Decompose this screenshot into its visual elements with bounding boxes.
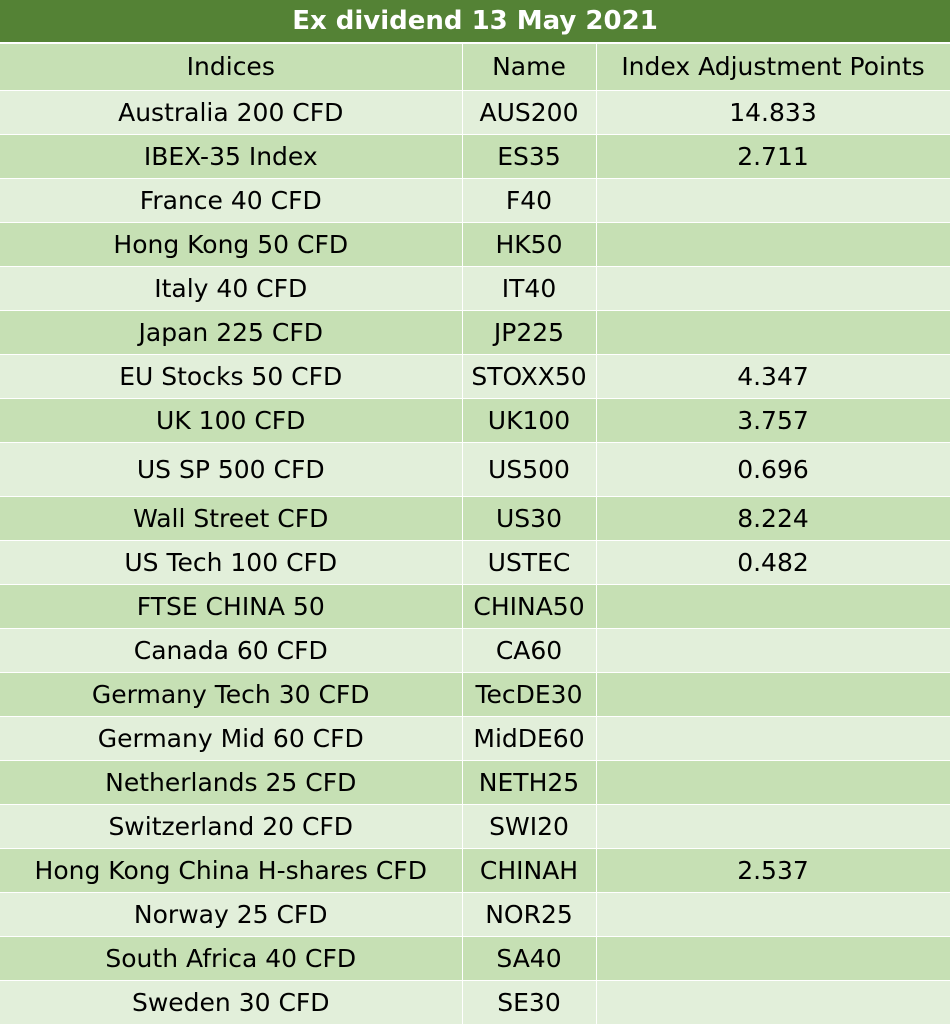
table-row: South Africa 40 CFD SA40 xyxy=(0,936,950,981)
table-row: Italy 40 CFD IT40 xyxy=(0,266,950,311)
cell-points[interactable] xyxy=(596,716,950,761)
cell-index[interactable]: IBEX-35 Index xyxy=(0,134,463,179)
cell-index[interactable]: Italy 40 CFD xyxy=(0,266,463,311)
table-row: France 40 CFD F40 xyxy=(0,178,950,223)
dividend-table: Indices Name Index Adjustment Points Aus… xyxy=(0,44,950,1024)
table-row: Sweden 30 CFD SE30 xyxy=(0,980,950,1024)
table-header-row: Indices Name Index Adjustment Points xyxy=(0,44,950,91)
header-indices: Indices xyxy=(0,44,463,91)
cell-index[interactable]: Hong Kong 50 CFD xyxy=(0,222,463,267)
cell-index[interactable]: UK 100 CFD xyxy=(0,398,463,443)
cell-points[interactable]: 2.537 xyxy=(596,848,950,893)
sheet-title: Ex dividend 13 May 2021 xyxy=(0,0,950,44)
table-row: UK 100 CFD UK100 3.757 xyxy=(0,398,950,443)
header-adjustment-points: Index Adjustment Points xyxy=(596,44,950,91)
cell-points[interactable]: 4.347 xyxy=(596,354,950,399)
cell-index[interactable]: Wall Street CFD xyxy=(0,496,463,541)
cell-index[interactable]: Germany Mid 60 CFD xyxy=(0,716,463,761)
cell-name[interactable]: JP225 xyxy=(462,310,597,355)
cell-index[interactable]: FTSE CHINA 50 xyxy=(0,584,463,629)
cell-name[interactable]: HK50 xyxy=(462,222,597,267)
table-row: IBEX-35 Index ES35 2.711 xyxy=(0,134,950,179)
cell-points[interactable]: 0.696 xyxy=(596,442,950,497)
cell-index[interactable]: EU Stocks 50 CFD xyxy=(0,354,463,399)
cell-points[interactable] xyxy=(596,760,950,805)
cell-name[interactable]: NOR25 xyxy=(462,892,597,937)
cell-index[interactable]: South Africa 40 CFD xyxy=(0,936,463,981)
cell-index[interactable]: Hong Kong China H-shares CFD xyxy=(0,848,463,893)
cell-points[interactable] xyxy=(596,980,950,1024)
table-row: EU Stocks 50 CFD STOXX50 4.347 xyxy=(0,354,950,399)
cell-points[interactable] xyxy=(596,936,950,981)
table-row: Germany Mid 60 CFD MidDE60 xyxy=(0,716,950,761)
cell-index[interactable]: Canada 60 CFD xyxy=(0,628,463,673)
cell-index[interactable]: Netherlands 25 CFD xyxy=(0,760,463,805)
table-row: US Tech 100 CFD USTEC 0.482 xyxy=(0,540,950,585)
cell-points[interactable]: 3.757 xyxy=(596,398,950,443)
table-row: Japan 225 CFD JP225 xyxy=(0,310,950,355)
table-row: Hong Kong China H-shares CFD CHINAH 2.53… xyxy=(0,848,950,893)
cell-index[interactable]: France 40 CFD xyxy=(0,178,463,223)
cell-points[interactable] xyxy=(596,310,950,355)
cell-name[interactable]: UK100 xyxy=(462,398,597,443)
table-row: Hong Kong 50 CFD HK50 xyxy=(0,222,950,267)
table-row: Wall Street CFD US30 8.224 xyxy=(0,496,950,541)
cell-points[interactable] xyxy=(596,178,950,223)
table-row: Netherlands 25 CFD NETH25 xyxy=(0,760,950,805)
cell-points[interactable] xyxy=(596,584,950,629)
cell-name[interactable]: US500 xyxy=(462,442,597,497)
cell-name[interactable]: NETH25 xyxy=(462,760,597,805)
cell-name[interactable]: SE30 xyxy=(462,980,597,1024)
header-name: Name xyxy=(462,44,597,91)
cell-name[interactable]: ES35 xyxy=(462,134,597,179)
cell-name[interactable]: USTEC xyxy=(462,540,597,585)
cell-points[interactable]: 2.711 xyxy=(596,134,950,179)
cell-name[interactable]: MidDE60 xyxy=(462,716,597,761)
cell-name[interactable]: CHINAH xyxy=(462,848,597,893)
cell-index[interactable]: Switzerland 20 CFD xyxy=(0,804,463,849)
table-row: FTSE CHINA 50 CHINA50 xyxy=(0,584,950,629)
cell-points[interactable]: 8.224 xyxy=(596,496,950,541)
cell-points[interactable] xyxy=(596,804,950,849)
cell-name[interactable]: TecDE30 xyxy=(462,672,597,717)
cell-points[interactable] xyxy=(596,266,950,311)
cell-points[interactable] xyxy=(596,222,950,267)
table-row: Norway 25 CFD NOR25 xyxy=(0,892,950,937)
cell-name[interactable]: CHINA50 xyxy=(462,584,597,629)
cell-name[interactable]: SA40 xyxy=(462,936,597,981)
cell-index[interactable]: Sweden 30 CFD xyxy=(0,980,463,1024)
cell-name[interactable]: STOXX50 xyxy=(462,354,597,399)
cell-points[interactable] xyxy=(596,892,950,937)
cell-name[interactable]: F40 xyxy=(462,178,597,223)
table-row: US SP 500 CFD US500 0.696 xyxy=(0,442,950,497)
table-row: Switzerland 20 CFD SWI20 xyxy=(0,804,950,849)
cell-index[interactable]: US SP 500 CFD xyxy=(0,442,463,497)
table-row: Australia 200 CFD AUS200 14.833 xyxy=(0,90,950,135)
table-row: Germany Tech 30 CFD TecDE30 xyxy=(0,672,950,717)
cell-name[interactable]: CA60 xyxy=(462,628,597,673)
cell-name[interactable]: AUS200 xyxy=(462,90,597,135)
table-row: Canada 60 CFD CA60 xyxy=(0,628,950,673)
cell-points[interactable] xyxy=(596,672,950,717)
cell-index[interactable]: Germany Tech 30 CFD xyxy=(0,672,463,717)
cell-points[interactable]: 14.833 xyxy=(596,90,950,135)
cell-name[interactable]: US30 xyxy=(462,496,597,541)
cell-index[interactable]: Australia 200 CFD xyxy=(0,90,463,135)
cell-points[interactable]: 0.482 xyxy=(596,540,950,585)
cell-points[interactable] xyxy=(596,628,950,673)
cell-index[interactable]: US Tech 100 CFD xyxy=(0,540,463,585)
cell-index[interactable]: Norway 25 CFD xyxy=(0,892,463,937)
cell-name[interactable]: IT40 xyxy=(462,266,597,311)
cell-index[interactable]: Japan 225 CFD xyxy=(0,310,463,355)
cell-name[interactable]: SWI20 xyxy=(462,804,597,849)
